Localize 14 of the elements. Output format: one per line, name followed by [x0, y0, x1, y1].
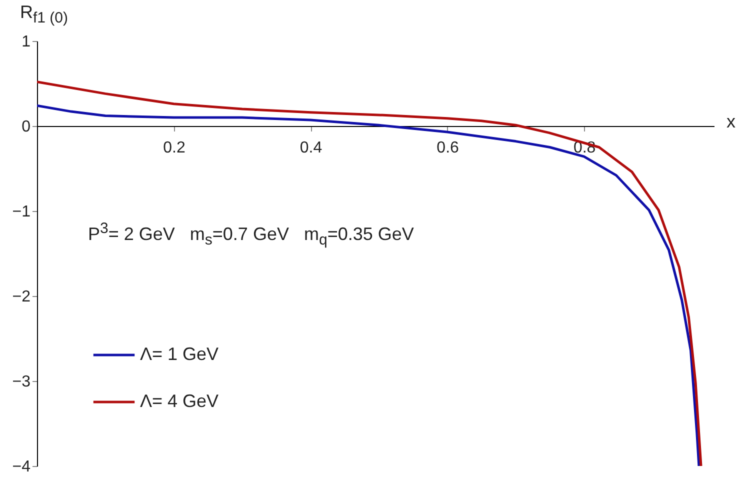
x-tick-label: 0.4	[300, 140, 322, 156]
y-tick-label: 0	[22, 118, 31, 136]
x-tick-label: 0.2	[163, 140, 186, 156]
x-tick-label: 0.6	[436, 140, 460, 156]
y-tick-label: 1	[22, 34, 31, 50]
x-axis-title: x	[726, 112, 736, 132]
y-tick-label: −2	[12, 288, 31, 306]
legend-label: Λ= 4 GeV	[140, 391, 219, 411]
legend-label: Λ= 1 GeV	[140, 344, 219, 364]
annotation: P$^{3}$= 2 GeV m$_{s}$=0.7 GeV m$_{q}$=0.35 GeV	[88, 220, 414, 249]
y-tick-label: −1	[12, 204, 31, 220]
y-axis-title: R$_{f1 (0)}$	[20, 2, 68, 27]
y-tick-label: −4	[12, 458, 31, 476]
y-tick-label: −3	[12, 374, 31, 390]
